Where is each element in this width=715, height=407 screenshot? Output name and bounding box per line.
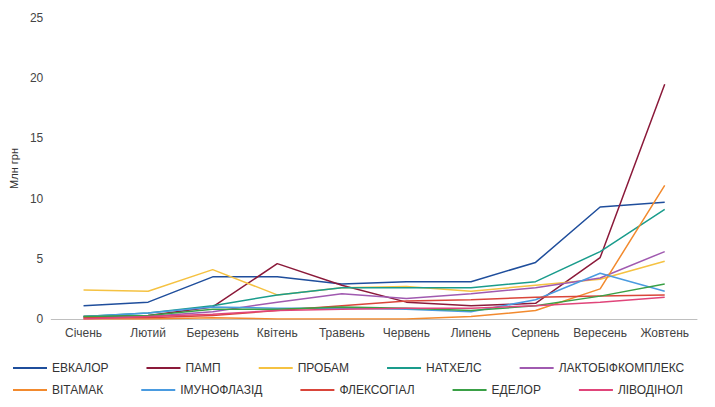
svg-text:15: 15 (30, 131, 44, 145)
svg-text:Квітень: Квітень (257, 326, 298, 340)
svg-text:ЛАКТОБІФКОМПЛЕКС: ЛАКТОБІФКОМПЛЕКС (559, 361, 685, 375)
svg-text:10: 10 (30, 192, 44, 206)
svg-text:Вересень: Вересень (573, 326, 627, 340)
svg-text:Лютий: Лютий (130, 326, 166, 340)
svg-text:Млн грн: Млн грн (8, 148, 20, 189)
svg-text:0: 0 (37, 312, 44, 326)
svg-text:Червень: Червень (383, 326, 430, 340)
svg-text:ЕВКАЛОР: ЕВКАЛОР (52, 361, 108, 375)
svg-text:Травень: Травень (319, 326, 365, 340)
svg-text:ВІТАМАК: ВІТАМАК (52, 383, 103, 397)
svg-text:НАТХЕЛС: НАТХЕЛС (426, 361, 482, 375)
svg-text:Серпень: Серпень (512, 326, 560, 340)
svg-text:5: 5 (37, 252, 44, 266)
svg-text:ІМУНОФЛАЗІД: ІМУНОФЛАЗІД (180, 383, 262, 397)
svg-text:ФЛЕКСОГІАЛ: ФЛЕКСОГІАЛ (339, 383, 414, 397)
svg-text:ЛІВОДІНОЛ: ЛІВОДІНОЛ (618, 383, 683, 397)
svg-text:ПРОБАМ: ПРОБАМ (298, 361, 349, 375)
svg-text:25: 25 (30, 11, 44, 25)
svg-text:20: 20 (30, 71, 44, 85)
svg-text:Березень: Березень (186, 326, 239, 340)
svg-text:ПАМП: ПАМП (185, 361, 220, 375)
svg-text:Січень: Січень (65, 326, 102, 340)
svg-text:Жовтень: Жовтень (640, 326, 689, 340)
svg-text:Липень: Липень (451, 326, 492, 340)
svg-text:ЕДЕЛОР: ЕДЕЛОР (492, 383, 541, 397)
